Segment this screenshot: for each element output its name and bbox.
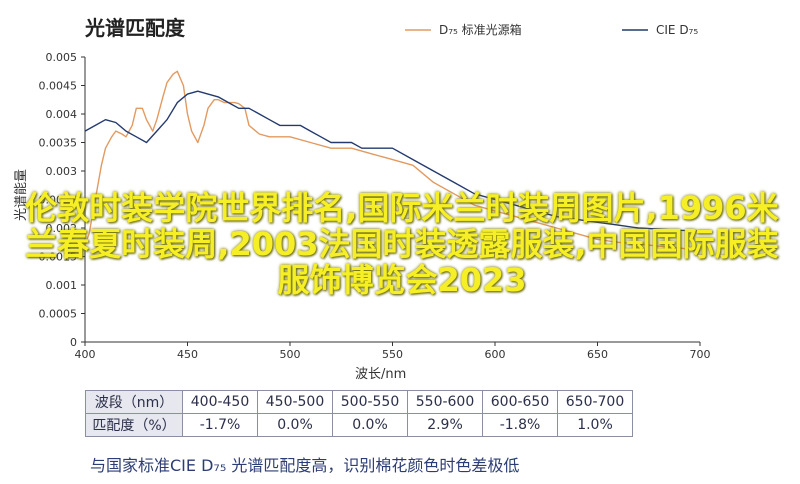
- x-tick-label: 600: [485, 348, 506, 361]
- x-tick-label: 650: [587, 348, 608, 361]
- x-axis-label: 波长/nm: [355, 367, 406, 382]
- y-tick-label: 0.001: [46, 279, 78, 292]
- table-cell: 450-500: [257, 390, 333, 414]
- spectrum-chart: 光谱匹配度 0 0.0005 0.001 0.0015 0.002 0.0025 0.003…: [14, 16, 711, 382]
- footer-note: 与国家标准CIE D₇₅ 光谱匹配度高，识别棉花颜色时色差极低: [90, 456, 520, 475]
- table-cell: 600-650: [482, 390, 558, 414]
- table-cell: 550-600: [407, 390, 483, 414]
- series-line: [84, 90, 701, 232]
- y-tick-label: 0.0005: [39, 308, 78, 321]
- y-tick-label: 0.0035: [39, 137, 78, 150]
- table-cell: -1.8%: [482, 413, 558, 437]
- table-cell: 0.0%: [332, 413, 408, 437]
- table-cell: -1.7%: [182, 413, 258, 437]
- table-header-band: 波段（nm）: [85, 390, 183, 414]
- chart-axes: 0 0.0005 0.001 0.0015 0.002 0.0025 0.003 0.0035…: [39, 51, 711, 361]
- chart-legend: D₇₅ 标准光源箱 CIE D₇₅: [405, 22, 698, 37]
- chart-title: 光谱匹配度: [84, 16, 186, 40]
- y-tick-label: 0.004: [46, 108, 78, 121]
- x-tick-label: 400: [75, 348, 96, 361]
- x-tick-label: 700: [690, 348, 711, 361]
- y-tick-label: 0.003: [46, 165, 78, 178]
- table-header-match: 匹配度（%）: [85, 413, 183, 437]
- y-tick-label: 0.005: [46, 51, 78, 64]
- y-tick-label: 0: [70, 336, 77, 349]
- table-cell: 650-700: [557, 390, 633, 414]
- table-cell: 400-450: [182, 390, 258, 414]
- table-row: 波段（nm） 400-450 450-500 500-550 550-600 6…: [85, 390, 633, 414]
- match-table: 波段（nm） 400-450 450-500 500-550 550-600 6…: [85, 390, 633, 437]
- y-tick-label: 0.0015: [39, 251, 78, 264]
- chart-lines: [84, 70, 701, 252]
- y-tick-label: 0.0045: [39, 80, 78, 93]
- y-tick-label: 0.0025: [39, 194, 78, 207]
- table-cell: 1.0%: [557, 413, 633, 437]
- legend-label: D₇₅ 标准光源箱: [439, 22, 522, 37]
- table-row: 匹配度（%） -1.7% 0.0% 0.0% 2.9% -1.8% 1.0%: [85, 413, 633, 437]
- table-cell: 2.9%: [407, 413, 483, 437]
- watermark-overlay-text: 伦敦时装学院世界排名,国际米兰时装周图片,1996米兰春夏时装周,2003法国时…: [25, 189, 779, 299]
- x-tick-label: 500: [280, 348, 301, 361]
- y-axis-label: 光谱能量: [14, 169, 29, 221]
- table-cell: 0.0%: [257, 413, 333, 437]
- table-cell: 500-550: [332, 390, 408, 414]
- x-tick-label: 550: [382, 348, 403, 361]
- x-tick-label: 450: [177, 348, 198, 361]
- legend-label: CIE D₇₅: [656, 23, 698, 37]
- y-tick-label: 0.002: [46, 222, 78, 235]
